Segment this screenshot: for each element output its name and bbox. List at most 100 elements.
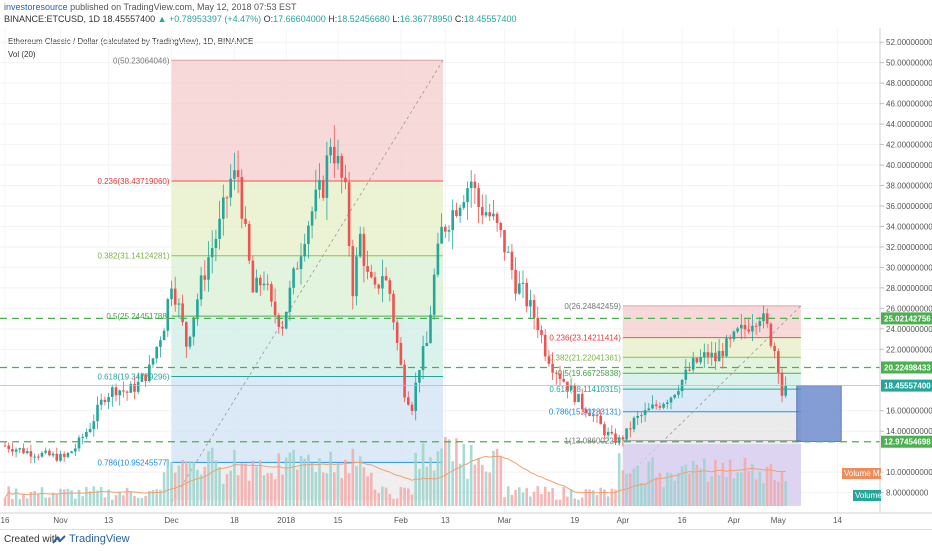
volume-bar bbox=[444, 437, 447, 506]
volume-bar bbox=[691, 460, 695, 506]
volume-bar bbox=[647, 461, 651, 506]
volume-bar bbox=[99, 486, 103, 506]
x-axis[interactable]: 16 Nov 13 Dec 18 2018 15 Feb 13 Mar 19 Apr 16 Apr May 1… bbox=[1, 516, 843, 525]
candle-body bbox=[632, 417, 636, 430]
candle-body bbox=[691, 358, 695, 370]
volume-bar bbox=[188, 460, 192, 506]
x-tick-label: 19 bbox=[570, 516, 579, 525]
volume-bar bbox=[654, 477, 658, 506]
volume-bar bbox=[510, 494, 514, 506]
volume-bar bbox=[70, 490, 73, 506]
candle-body bbox=[518, 283, 521, 294]
volume-bar bbox=[695, 464, 699, 506]
volume-bar bbox=[621, 470, 625, 506]
volume-bar bbox=[199, 474, 203, 506]
candle-body bbox=[728, 338, 732, 340]
y-tick-label: 34.00000000 bbox=[886, 222, 932, 231]
candle-body bbox=[521, 282, 525, 284]
close-label: C: bbox=[454, 14, 464, 24]
candle-body bbox=[111, 387, 114, 397]
volume-ma-tag-label: Volume MA bbox=[844, 469, 886, 478]
x-tick-label: 13 bbox=[441, 516, 450, 525]
y-tick-label: 28.00000000 bbox=[886, 284, 932, 293]
candle-body bbox=[717, 350, 721, 362]
candle-body bbox=[566, 381, 569, 391]
volume-bar bbox=[88, 491, 92, 506]
volume-bar bbox=[410, 494, 414, 506]
candle-body bbox=[66, 453, 70, 457]
candle-body bbox=[603, 424, 606, 436]
candle-body bbox=[181, 303, 184, 323]
tradingview-brand[interactable]: TradingView bbox=[69, 533, 130, 545]
volume-bar bbox=[477, 458, 480, 506]
candle-body bbox=[244, 218, 247, 224]
volume-bar bbox=[658, 472, 662, 506]
volume-bar bbox=[181, 460, 184, 506]
volume-bar bbox=[74, 498, 77, 506]
volume-bar bbox=[728, 459, 732, 506]
volume-bar bbox=[758, 471, 762, 506]
x-tick-label: Feb bbox=[394, 516, 408, 525]
candle-body bbox=[640, 415, 643, 417]
candle-body bbox=[325, 155, 329, 198]
volume-bar bbox=[403, 487, 406, 506]
candle-body bbox=[392, 293, 395, 323]
candle-body bbox=[418, 370, 421, 383]
volume-bar bbox=[473, 464, 477, 506]
volume-bar bbox=[351, 448, 355, 506]
fib-trendline bbox=[171, 60, 444, 503]
candle-body bbox=[407, 397, 410, 405]
candle-body bbox=[558, 373, 562, 379]
volume-bar bbox=[11, 498, 14, 506]
candle-body bbox=[654, 404, 658, 407]
volume-bar bbox=[148, 491, 151, 506]
volume-bar bbox=[133, 495, 136, 506]
fib-zone bbox=[622, 373, 801, 390]
low-value: 16.36778950 bbox=[399, 14, 453, 24]
candle-body bbox=[240, 177, 244, 219]
candle-body bbox=[629, 428, 632, 430]
volume-bar bbox=[773, 480, 776, 506]
volume-bar bbox=[740, 472, 743, 506]
volume-bar bbox=[114, 495, 118, 506]
candle-body bbox=[70, 451, 73, 454]
y-tick-label: 46.00000000 bbox=[886, 100, 932, 109]
candle-body bbox=[669, 397, 673, 403]
volume-bar bbox=[780, 471, 784, 506]
candle-body bbox=[148, 364, 151, 382]
author-link[interactable]: investoresource bbox=[4, 2, 68, 12]
volume-bar bbox=[292, 449, 295, 506]
candle-body bbox=[133, 383, 136, 392]
volume-bar bbox=[706, 481, 710, 506]
volume-bar bbox=[29, 491, 33, 506]
candle-body bbox=[555, 372, 558, 374]
candle-body bbox=[362, 233, 366, 266]
candle-body bbox=[329, 146, 332, 156]
candle-body bbox=[599, 415, 602, 425]
candle-body bbox=[503, 230, 506, 253]
volume-bar bbox=[136, 497, 140, 506]
volume-bar bbox=[551, 488, 554, 506]
volume-bar bbox=[558, 499, 562, 506]
volume-bar bbox=[307, 454, 310, 506]
candle-body bbox=[85, 432, 88, 437]
y-axis[interactable]: 52.00000000 50.00000000 48.00000000 46.0000… bbox=[880, 38, 932, 498]
candle-body bbox=[203, 275, 207, 280]
candle-body bbox=[514, 270, 517, 294]
volume-bar bbox=[288, 452, 292, 506]
y-tick-label: 36.00000000 bbox=[886, 202, 932, 211]
volume-bar bbox=[669, 473, 673, 506]
candle-body bbox=[625, 428, 628, 440]
candle-body bbox=[499, 222, 503, 231]
price-chart[interactable]: Ethereum Classic / Dollar (calculated by… bbox=[0, 0, 932, 529]
candle-body bbox=[677, 391, 680, 395]
y-tick-label: 30.00000000 bbox=[886, 263, 932, 272]
candle-body bbox=[403, 364, 406, 398]
volume-bar bbox=[196, 469, 199, 506]
low-label: L: bbox=[392, 14, 400, 24]
volume-bar bbox=[129, 492, 133, 506]
candle-body bbox=[333, 146, 336, 164]
change-value: ▲ +0.78953397 (+4.47%) bbox=[157, 14, 262, 24]
candle-body bbox=[458, 207, 462, 216]
volume-bar bbox=[677, 472, 680, 506]
